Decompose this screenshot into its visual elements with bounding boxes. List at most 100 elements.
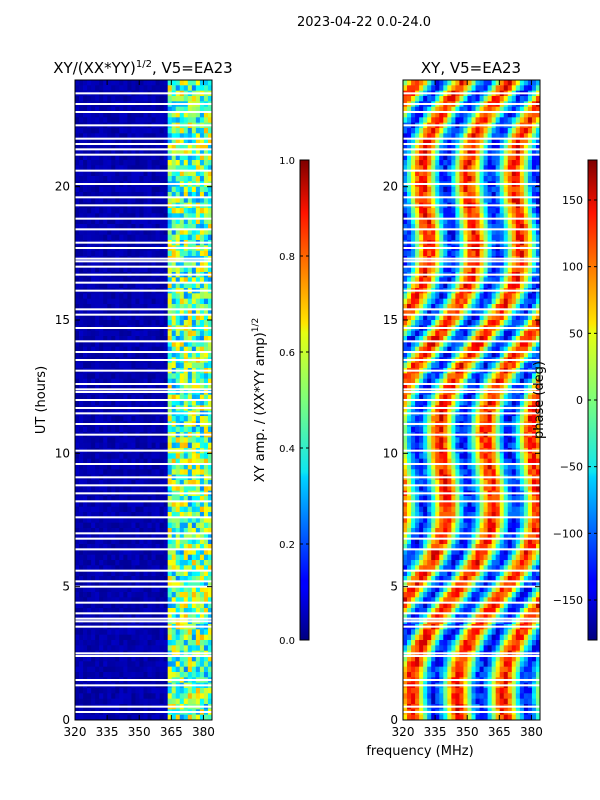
heatmap-cell — [75, 229, 80, 236]
heatmap-cell — [199, 213, 205, 220]
heatmap-cell — [163, 346, 169, 353]
heatmap-cell — [127, 560, 132, 566]
heatmap-cell — [155, 426, 161, 433]
heatmap-cell — [439, 154, 444, 161]
heatmap-cell — [195, 453, 201, 460]
heatmap-cell — [87, 197, 92, 204]
heatmap-cell — [171, 138, 177, 145]
heatmap-cell — [535, 117, 540, 124]
heatmap-cell — [195, 346, 201, 353]
heatmap-cell — [115, 464, 120, 470]
heatmap-cell — [91, 592, 96, 598]
heatmap-cell — [151, 384, 156, 390]
heatmap-cell — [159, 576, 165, 582]
heatmap-cell — [483, 149, 489, 156]
heatmap-cell — [407, 170, 412, 177]
heatmap-cell — [103, 346, 108, 353]
heatmap-cell — [459, 149, 464, 156]
heatmap-cell — [79, 112, 84, 118]
heatmap-cell — [87, 634, 92, 641]
heatmap-cell — [203, 138, 209, 145]
heatmap-cell — [195, 544, 201, 550]
heatmap-cell — [139, 469, 144, 476]
heatmap-cell — [159, 533, 165, 540]
heatmap-cell — [183, 416, 189, 422]
heatmap-cell — [91, 400, 96, 406]
heatmap-cell — [87, 496, 92, 502]
heatmap-cell — [199, 362, 205, 369]
heatmap-cell — [123, 336, 128, 342]
heatmap-cell — [159, 688, 165, 694]
heatmap-cell — [503, 117, 509, 124]
heatmap-cell — [103, 112, 108, 118]
heatmap-cell — [111, 138, 116, 145]
heatmap-cell — [95, 416, 100, 422]
heatmap-cell — [135, 613, 140, 620]
heatmap-cell — [103, 138, 108, 145]
heatmap-cell — [143, 330, 148, 337]
heatmap-cell — [203, 224, 209, 230]
heatmap-cell — [75, 501, 80, 508]
heatmap-cell — [91, 602, 96, 609]
heatmap-cell — [75, 645, 80, 652]
heatmap-cell — [163, 106, 169, 113]
heatmap-cell — [131, 576, 136, 582]
heatmap-cell — [483, 133, 489, 140]
heatmap-cell — [187, 144, 193, 150]
heatmap-cell — [135, 160, 140, 166]
heatmap-cell — [127, 352, 132, 358]
heatmap-cell — [75, 554, 80, 561]
heatmap-cell — [83, 517, 88, 524]
heatmap-cell — [119, 336, 124, 342]
heatmap-cell — [95, 197, 100, 204]
heatmap-cell — [103, 149, 108, 156]
heatmap-cell — [527, 117, 533, 124]
heatmap-cell — [155, 293, 161, 300]
heatmap-cell — [527, 128, 533, 134]
heatmap-cell — [119, 560, 124, 566]
heatmap-cell — [451, 192, 456, 198]
heatmap-cell — [183, 640, 189, 646]
heatmap-cell — [139, 352, 144, 358]
heatmap-cell — [111, 106, 116, 113]
heatmap-cell — [87, 394, 92, 401]
heatmap-cell — [139, 586, 144, 593]
heatmap-cell — [131, 672, 136, 678]
heatmap-cell — [167, 170, 173, 177]
heatmap-cell — [171, 282, 177, 289]
heatmap-cell — [183, 112, 189, 118]
heatmap-cell — [75, 234, 80, 241]
heatmap-cell — [79, 640, 84, 646]
heatmap-cell — [79, 570, 84, 577]
heatmap-cell — [403, 133, 408, 140]
heatmap-cell — [499, 117, 505, 124]
heatmap-cell — [131, 192, 136, 198]
heatmap-cell — [155, 597, 161, 604]
heatmap-cell — [107, 629, 112, 636]
heatmap-cell — [419, 149, 424, 156]
heatmap-cell — [535, 197, 540, 204]
heatmap-cell — [199, 176, 205, 182]
heatmap-cell — [419, 192, 424, 198]
heatmap-cell — [183, 597, 189, 604]
heatmap-cell — [155, 154, 161, 161]
heatmap-cell — [115, 661, 120, 668]
heatmap-cell — [75, 581, 80, 588]
heatmap-cell — [123, 549, 128, 556]
y-tick-label: 10 — [55, 446, 70, 460]
heatmap-cell — [151, 634, 156, 641]
heatmap-cell — [147, 117, 152, 124]
heatmap-cell — [159, 613, 165, 620]
heatmap-cell — [115, 453, 120, 460]
heatmap-cell — [147, 517, 152, 524]
heatmap-cell — [191, 314, 197, 321]
heatmap-cell — [131, 528, 136, 534]
heatmap-cell — [103, 336, 108, 342]
heatmap-cell — [107, 602, 112, 609]
heatmap-cell — [119, 352, 124, 358]
heatmap-cell — [107, 608, 112, 614]
heatmap-cell — [79, 282, 84, 289]
heatmap-cell — [171, 394, 177, 401]
heatmap-cell — [163, 501, 169, 508]
heatmap-cell — [103, 266, 108, 273]
